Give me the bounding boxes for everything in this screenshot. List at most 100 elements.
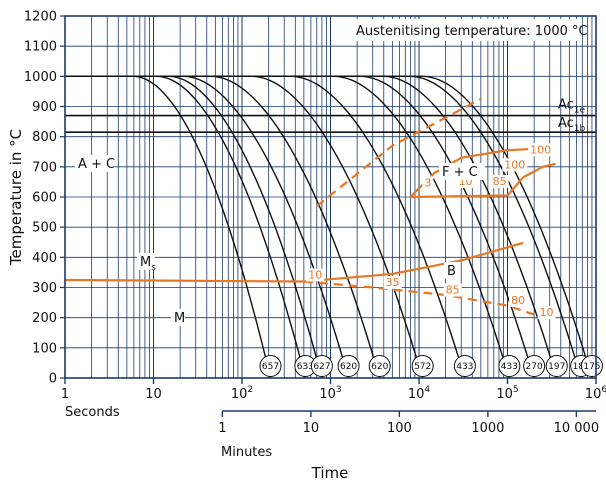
percent-label: 100	[530, 143, 551, 156]
y-tick-label: 1200	[24, 10, 57, 25]
transformation-line-ms	[65, 241, 524, 283]
x-tick-base: 10	[585, 387, 602, 402]
x-tick-exp: 4	[424, 385, 430, 395]
critical-label-sub: 1e	[574, 106, 586, 116]
hardness-marker	[545, 355, 568, 377]
percent-label-bg	[306, 268, 325, 282]
hardness-value: 627	[313, 362, 330, 372]
region-label: Ms	[140, 255, 156, 273]
cooling-curve	[65, 75, 466, 378]
cooling-curve	[65, 75, 535, 378]
percent-label: 100	[504, 158, 525, 171]
cooling-curve	[65, 75, 350, 378]
hardness-marker	[498, 355, 521, 377]
cooling-curve	[65, 75, 558, 378]
percent-label-bg	[537, 306, 556, 320]
percent-label-bg	[383, 275, 402, 289]
critical-label-sub: 1b	[574, 124, 586, 134]
region-label-bg	[171, 309, 185, 326]
hardness-value: 197	[548, 362, 565, 372]
percent-label-bg	[528, 143, 554, 157]
minutes-tick-label: 1	[218, 421, 226, 436]
y-tick-label: 500	[32, 221, 57, 236]
seconds-label: Seconds	[65, 405, 120, 420]
austenitising-annotation: Austenitising temperature: 1000 °C	[356, 24, 588, 39]
minutes-tick-label: 1000	[471, 421, 504, 436]
y-tick-label: 400	[32, 251, 57, 266]
y-tick-label: 1000	[24, 70, 57, 85]
minutes-tick-label: 10 000	[554, 421, 600, 436]
hardness-value: 175	[583, 362, 600, 372]
x-tick-exp: 5	[513, 385, 519, 395]
minutes-tick-label: 10	[303, 421, 320, 436]
percent-label: 10	[540, 306, 554, 319]
hardness-marker	[337, 355, 360, 377]
x-tick-label: 106	[585, 385, 606, 402]
critical-label-ac1b: Ac1b	[558, 116, 586, 134]
x-tick-base: 10	[408, 387, 425, 402]
hardness-marker	[580, 355, 603, 377]
percent-label: 85	[446, 284, 460, 297]
percent-label: 85	[493, 175, 507, 188]
y-axis-title: Temperature in °C	[7, 129, 25, 266]
x-tick-base: 10	[496, 387, 513, 402]
hardness-value: 270	[526, 362, 543, 372]
cooling-curve	[65, 75, 307, 378]
region-label: M	[174, 311, 185, 326]
hardness-value: 572	[414, 362, 431, 372]
hardness-marker	[523, 355, 546, 377]
critical-label-base: Ac	[558, 98, 574, 113]
hardness-value: 657	[262, 362, 279, 372]
y-tick-label: 700	[32, 160, 57, 175]
percent-label: 80	[511, 294, 525, 307]
y-tick-label: 600	[32, 191, 57, 206]
y-tick-label: 300	[32, 281, 57, 296]
x-tick-label: 102	[231, 385, 253, 402]
region-label-bg	[439, 163, 485, 180]
y-tick-label: 800	[32, 130, 57, 145]
percent-label: 35	[386, 276, 400, 289]
percent-label-bg	[509, 294, 528, 308]
hardness-value: 620	[371, 362, 388, 372]
cooling-curve	[65, 75, 593, 378]
annotation-box	[352, 19, 582, 41]
x-tick-label: 103	[319, 385, 341, 402]
region-label-sub: s	[151, 263, 156, 273]
hardness-value: 620	[340, 362, 357, 372]
x-tick-base: 1	[61, 387, 69, 402]
hardness-marker	[453, 355, 476, 377]
region-label: A + C	[78, 157, 115, 172]
x-tick-label: 104	[408, 385, 431, 402]
critical-temperature-lines	[65, 114, 596, 133]
cooling-curve	[65, 75, 511, 378]
y-tick-label: 0	[49, 372, 57, 387]
x-axis-title: Time	[311, 464, 349, 481]
cooling-curve	[65, 75, 381, 378]
x-tick-base: 10	[319, 387, 336, 402]
x-tick-exp: 3	[336, 385, 342, 395]
region-label-base: M	[140, 255, 151, 270]
hardness-marker	[411, 355, 434, 377]
hardness-value: 633	[297, 362, 314, 372]
axes: 0100200300400500600700800900100011001200…	[24, 10, 606, 437]
region-label-bg	[137, 253, 155, 270]
transformation-line-bs-ac	[316, 98, 482, 207]
hardness-marker	[368, 355, 391, 377]
x-tick-base: 10	[145, 387, 162, 402]
x-tick-exp: 2	[247, 385, 253, 395]
transformation-line-f-finish	[410, 162, 556, 199]
cooling-curve	[65, 75, 272, 378]
cooling-curves	[65, 75, 593, 378]
x-tick-exp: 6	[601, 385, 606, 395]
y-tick-label: 900	[32, 100, 57, 115]
hardness-value: 433	[501, 362, 518, 372]
y-tick-label: 200	[32, 311, 57, 326]
percent-label-bg	[443, 283, 462, 297]
x-tick-label: 105	[496, 385, 518, 402]
hardness-marker	[310, 355, 333, 377]
percent-label: 3	[424, 176, 431, 189]
region-label: F + C	[442, 165, 478, 180]
chart-labels: Ac1eAc1b65763362762062057243343327019718…	[75, 98, 603, 377]
cooling-curve	[65, 75, 323, 378]
